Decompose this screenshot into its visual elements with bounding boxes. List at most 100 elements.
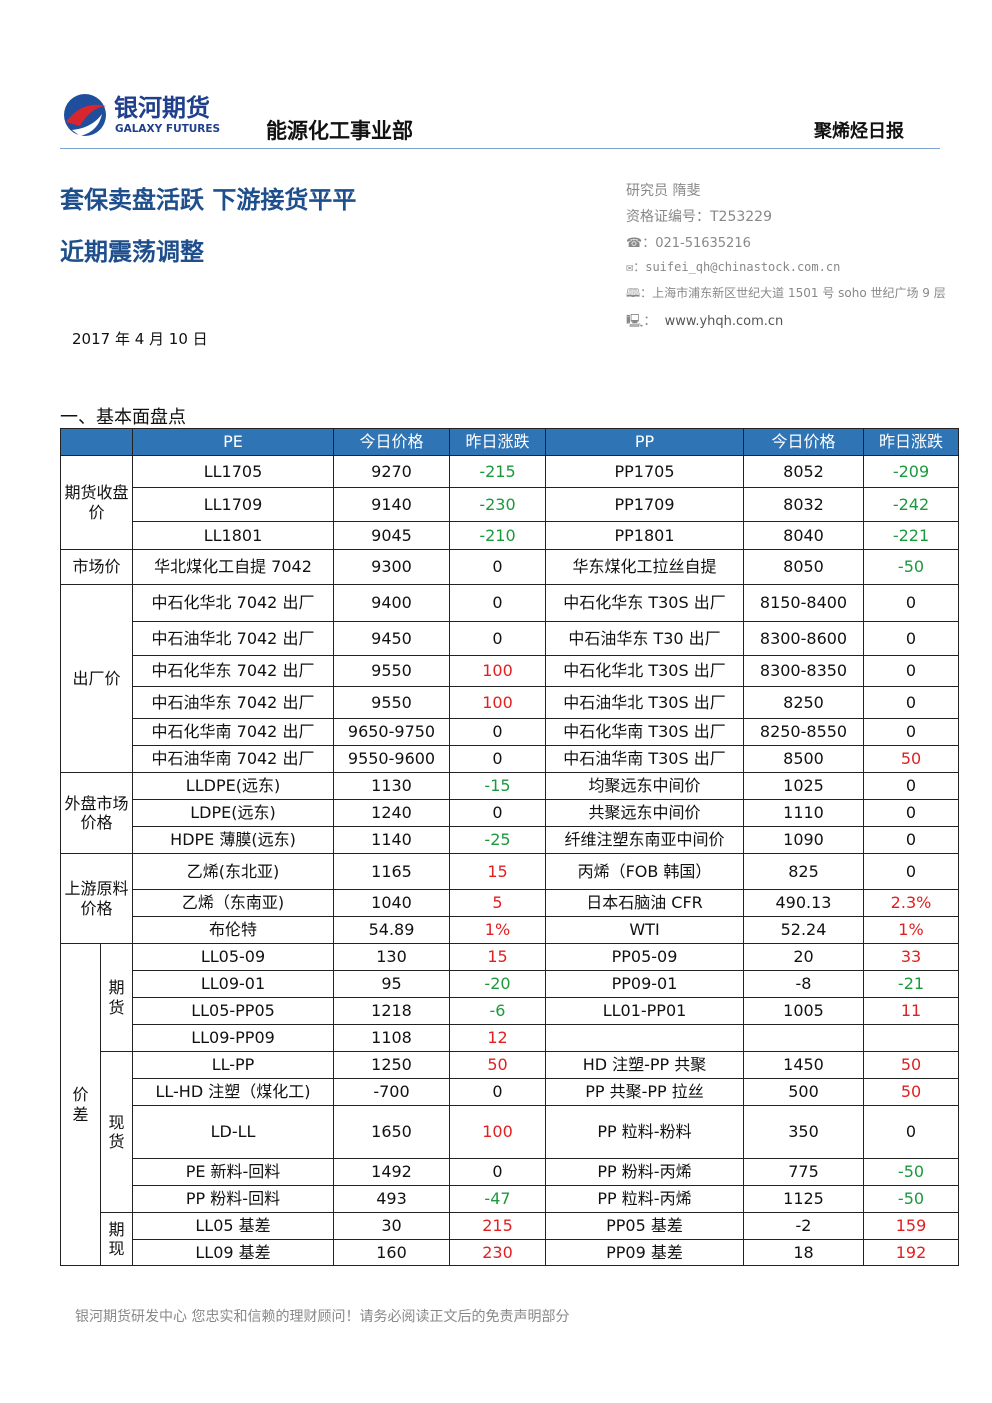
cell: 1005 xyxy=(743,997,864,1025)
row: LL05-PP05 1218 -6 LL01-PP01 1005 11 xyxy=(61,997,959,1025)
row: 期货收盘价 LL1705 9270 -215 PP1705 8052 -209 xyxy=(60,455,959,550)
row: 中石油华北 7042 出厂 9450 0 中石油华东 T30 出厂 8300-8600 0 xyxy=(61,621,959,656)
cell: 1% xyxy=(863,916,959,944)
cell: PP 粉料-丙烯 xyxy=(545,1158,744,1186)
cell: 0 xyxy=(863,718,959,746)
cell: 华东煤化工拉丝自提 xyxy=(545,549,744,585)
cell: -50 xyxy=(863,1158,959,1186)
cell: 5 xyxy=(449,889,546,917)
row: 现货 LL-PP 1250 50 HD 注塑-PP 共聚 1450 50 xyxy=(61,1051,959,1213)
cell: PE 新料-回料 xyxy=(132,1158,334,1186)
cell: LL1705 xyxy=(132,455,334,488)
cell: 215 xyxy=(449,1212,546,1240)
cell: 8500 xyxy=(743,745,864,773)
cell: PP09-01 xyxy=(545,970,744,998)
website: www.yhqh.com.cn xyxy=(664,314,784,329)
cell: 1040 xyxy=(333,889,450,917)
cell: 8032 xyxy=(743,487,864,522)
cell: 1110 xyxy=(743,799,864,827)
cell: PP1801 xyxy=(545,521,744,550)
cell: 1450 xyxy=(743,1051,864,1079)
header-row: PE 今日价格 昨日涨跌 PP 今日价格 昨日涨跌 xyxy=(60,428,959,456)
cell: 0 xyxy=(449,718,546,746)
logo-swoosh xyxy=(72,114,102,136)
cell: 均聚远东中间价 xyxy=(545,772,744,800)
cell: 95 xyxy=(333,970,450,998)
cell: -209 xyxy=(863,455,959,488)
report-type: 聚烯烃日报 xyxy=(814,121,904,142)
address-row: 🕮：上海市浦东新区世纪大道 1501 号 soho 世纪广场 9 层 xyxy=(626,286,946,300)
cell: 1090 xyxy=(743,826,864,854)
cell: 15 xyxy=(449,943,546,971)
cell: 54.89 xyxy=(333,916,450,944)
logo-swoosh xyxy=(66,104,106,126)
title: 近期震荡调整 xyxy=(60,238,204,266)
cell: 8052 xyxy=(743,455,864,488)
cell: LL09 基差 xyxy=(132,1239,334,1266)
cell: 0 xyxy=(863,772,959,800)
cell: 布伦特 xyxy=(132,916,334,944)
cell: LL09-PP09 xyxy=(132,1024,334,1052)
cell: 825 xyxy=(743,853,864,890)
row: PE 新料-回料 1492 0 PP 粉料-丙烯 775 -50 xyxy=(61,1158,959,1186)
cell: 1130 xyxy=(333,772,450,800)
cell: -230 xyxy=(449,487,546,522)
cell: 30 xyxy=(333,1212,450,1240)
cell: 中石油华南 T30S 出厂 xyxy=(545,745,744,773)
cell: 0 xyxy=(863,1105,959,1159)
cell: 9550 xyxy=(333,655,450,687)
address: 上海市浦东新区世纪大道 1501 号 soho 世纪广场 9 层 xyxy=(652,286,946,300)
row: LL-HD 注塑（煤化工) -700 0 PP 共聚-PP 拉丝 500 50 xyxy=(61,1078,959,1106)
email: suifei_qh@chinastock.com.cn xyxy=(645,260,841,274)
cell: 159 xyxy=(863,1212,959,1240)
cell: 8150-8400 xyxy=(743,584,864,622)
email-row: ✉：suifei_qh@chinastock.com.cn xyxy=(626,260,841,274)
cell: 9045 xyxy=(333,521,450,550)
cell: PP 粒料-粉料 xyxy=(545,1105,744,1159)
cell: 中石化华东 T30S 出厂 xyxy=(545,584,744,622)
cell: 15 xyxy=(449,853,546,890)
cell: 中石油华东 T30 出厂 xyxy=(545,621,744,656)
cell: 华北煤化工自提 7042 xyxy=(132,549,334,585)
cell: LL09-01 xyxy=(132,970,334,998)
cell: 9140 xyxy=(333,487,450,522)
logo-en: GALAXY FUTURES xyxy=(115,123,220,135)
row: 出厂价 中石化华北 7042 出厂 9400 0 中石化华东 T30S 出厂 8150-8… xyxy=(60,584,959,773)
row: 乙烯（东南亚) 1040 5 日本石脑油 CFR 490.13 2.3% xyxy=(61,889,959,917)
cell: HDPE 薄膜(远东) xyxy=(132,826,334,854)
cell: HD 注塑-PP 共聚 xyxy=(545,1051,744,1079)
cell: PP1705 xyxy=(545,455,744,488)
cell: 乙烯（东南亚) xyxy=(132,889,334,917)
cell: 8250 xyxy=(743,686,864,719)
cell: -2 xyxy=(743,1212,864,1240)
cell: 纤维注塑东南亚中间价 xyxy=(545,826,744,854)
cell: 中石化华东 7042 出厂 xyxy=(132,655,334,687)
cell: 中石化华南 7042 出厂 xyxy=(132,718,334,746)
group-label: 价差 xyxy=(60,943,101,1266)
cell: 1% xyxy=(449,916,546,944)
cell: -221 xyxy=(863,521,959,550)
cell: 1140 xyxy=(333,826,450,854)
cell: 493 xyxy=(333,1185,450,1213)
cert: 资格证编号：T253229 xyxy=(626,209,772,225)
cell: 9550-9600 xyxy=(333,745,450,773)
title: 套保卖盘活跃 下游接货平平 xyxy=(60,186,357,214)
row: 外盘市场价格 LLDPE(远东) 1130 -15 均聚远东中间价 1025 0 xyxy=(60,772,959,854)
subgroup-label: 期货 xyxy=(100,943,133,1052)
cell: LL-HD 注塑（煤化工) xyxy=(132,1078,334,1106)
cell: 50 xyxy=(863,1078,959,1106)
cell: 中石油华南 7042 出厂 xyxy=(132,745,334,773)
cell xyxy=(863,1024,959,1052)
cell: 0 xyxy=(863,584,959,622)
cell: 9450 xyxy=(333,621,450,656)
cell: 丙烯（FOB 韩国） xyxy=(545,853,744,890)
cell: LLDPE(远东) xyxy=(132,772,334,800)
cell xyxy=(743,1024,864,1052)
cell: 0 xyxy=(449,1158,546,1186)
row: 布伦特 54.89 1% WTI 52.24 1% xyxy=(61,916,959,944)
cell: 192 xyxy=(863,1239,959,1266)
cell: LL05-09 xyxy=(132,943,334,971)
cell: 1025 xyxy=(743,772,864,800)
cell: 130 xyxy=(333,943,450,971)
